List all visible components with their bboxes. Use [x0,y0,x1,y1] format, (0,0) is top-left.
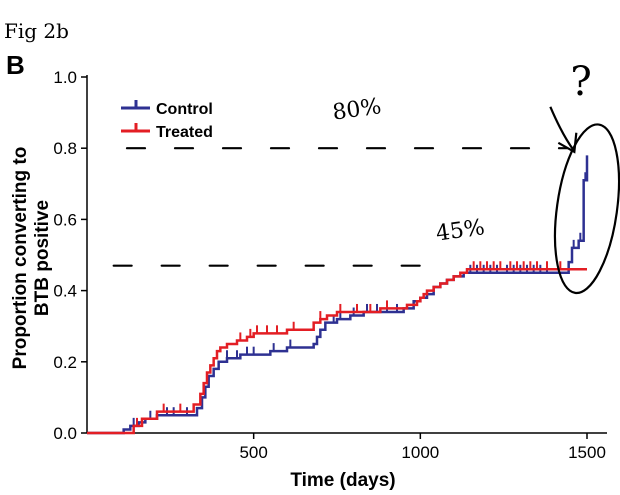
y-axis-title-line-2: BTB positive [32,200,53,316]
handwritten-arrow-head [557,132,578,154]
handwritten-arrow-shaft [549,106,575,151]
y-tick-label-3: 0.6 [53,210,77,229]
y-tick-label-1: 0.2 [53,353,77,372]
figure-note: Fig 2b [4,19,69,43]
y-axis-title: Proportion converting to BTB positive [10,147,53,370]
y-tick-label-0: 0.0 [53,424,77,443]
legend-item-treated: Treated [121,123,213,141]
y-tick-label-5: 1.0 [53,68,77,87]
x-tick-label-1: 1000 [401,443,439,462]
y-axis-title-line-1: Proportion converting to [10,147,31,370]
y-tick-label-2: 0.4 [53,282,77,301]
handwritten-annotations: 80% 45%? [112,59,620,295]
handwritten-question-mark: ? [570,59,591,105]
handwritten-note-1: 45% [434,215,486,247]
legend-label-control: Control [156,101,213,118]
legend-label-treated: Treated [156,124,213,141]
series-line-control [87,155,589,435]
x-tick-label-0: 500 [239,443,267,462]
panel-label: B [6,50,25,80]
x-axis-title: Time (days) [290,470,395,491]
handwritten-note-0: 80% [331,94,383,126]
handwritten-circle [553,123,620,295]
plot-area: 0.0 0.2 0.4 0.6 0.8 1.0 500 1000 1500 [53,68,607,462]
y-tick-label-4: 0.8 [53,139,77,158]
series-line-treated [87,267,587,435]
legend: Control Treated [121,100,213,141]
x-tick-label-2: 1500 [568,443,606,462]
legend-item-control: Control [121,100,213,118]
